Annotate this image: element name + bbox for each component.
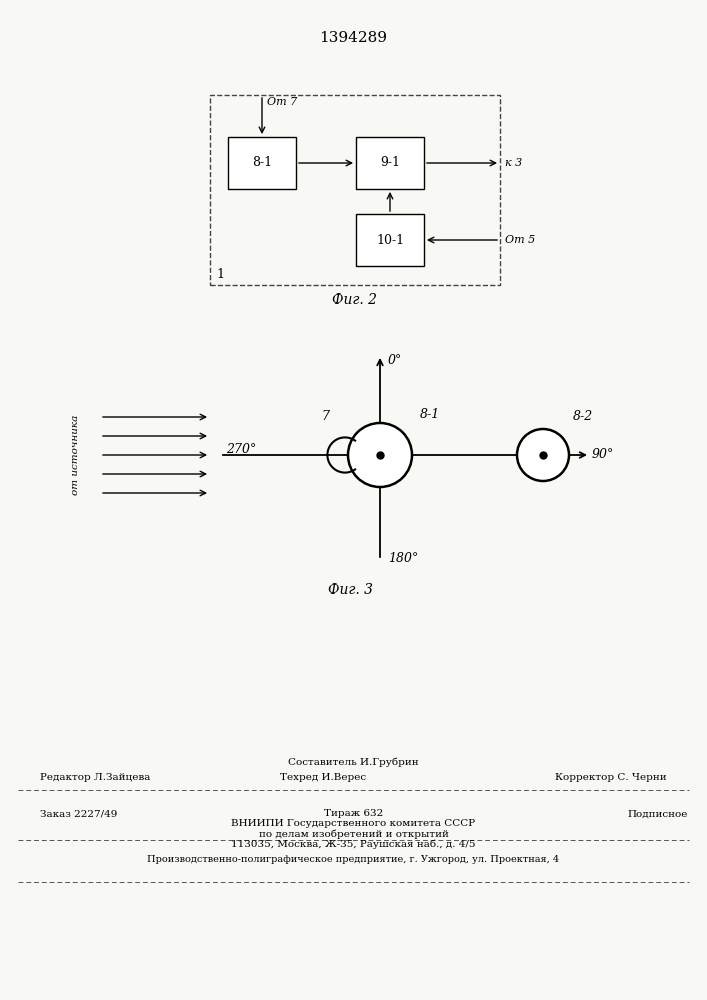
Circle shape bbox=[348, 423, 412, 487]
Bar bbox=[210, 95, 500, 285]
Circle shape bbox=[517, 429, 569, 481]
Text: Корректор С. Черни: Корректор С. Черни bbox=[556, 774, 667, 782]
Text: от источника: от источника bbox=[71, 415, 79, 495]
Text: Заказ 2227/49: Заказ 2227/49 bbox=[40, 810, 117, 818]
Text: 9-1: 9-1 bbox=[380, 156, 400, 169]
Text: Фиг. 3: Фиг. 3 bbox=[327, 583, 373, 597]
Text: От 5: От 5 bbox=[505, 235, 535, 245]
Text: Редактор Л.Зайцева: Редактор Л.Зайцева bbox=[40, 774, 151, 782]
Text: к 3: к 3 bbox=[505, 158, 522, 168]
Text: 1394289: 1394289 bbox=[320, 31, 387, 45]
Bar bbox=[356, 214, 424, 266]
Text: 90°: 90° bbox=[592, 448, 614, 462]
Text: Тираж 632: Тираж 632 bbox=[324, 810, 383, 818]
Text: 180°: 180° bbox=[388, 552, 419, 564]
Text: От 7: От 7 bbox=[267, 97, 297, 107]
Text: по делам изобретений и открытий: по делам изобретений и открытий bbox=[259, 829, 448, 839]
Text: 8-2: 8-2 bbox=[573, 410, 593, 424]
Text: 8-1: 8-1 bbox=[252, 156, 272, 169]
Text: ВНИИПИ Государственного комитета СССР: ВНИИПИ Государственного комитета СССР bbox=[231, 820, 476, 828]
Text: 270°: 270° bbox=[226, 443, 256, 456]
Text: 7: 7 bbox=[321, 410, 329, 424]
Bar bbox=[228, 137, 296, 189]
Text: Производственно-полиграфическое предприятие, г. Ужгород, ул. Проектная, 4: Производственно-полиграфическое предприя… bbox=[148, 856, 559, 864]
Text: Фиг. 2: Фиг. 2 bbox=[332, 293, 378, 307]
Text: 8-1: 8-1 bbox=[420, 408, 440, 422]
Text: Составитель И.Грубрин: Составитель И.Грубрин bbox=[288, 757, 419, 767]
Bar bbox=[356, 137, 424, 189]
Text: 1: 1 bbox=[216, 268, 224, 281]
Text: Подписное: Подписное bbox=[627, 810, 687, 818]
Text: Техред И.Верес: Техред И.Верес bbox=[281, 774, 366, 782]
Text: 10-1: 10-1 bbox=[376, 233, 404, 246]
Text: 0°: 0° bbox=[388, 354, 402, 366]
Text: 113035, Москва, Ж-35, Раушская наб., д. 4/5: 113035, Москва, Ж-35, Раушская наб., д. … bbox=[231, 839, 476, 849]
